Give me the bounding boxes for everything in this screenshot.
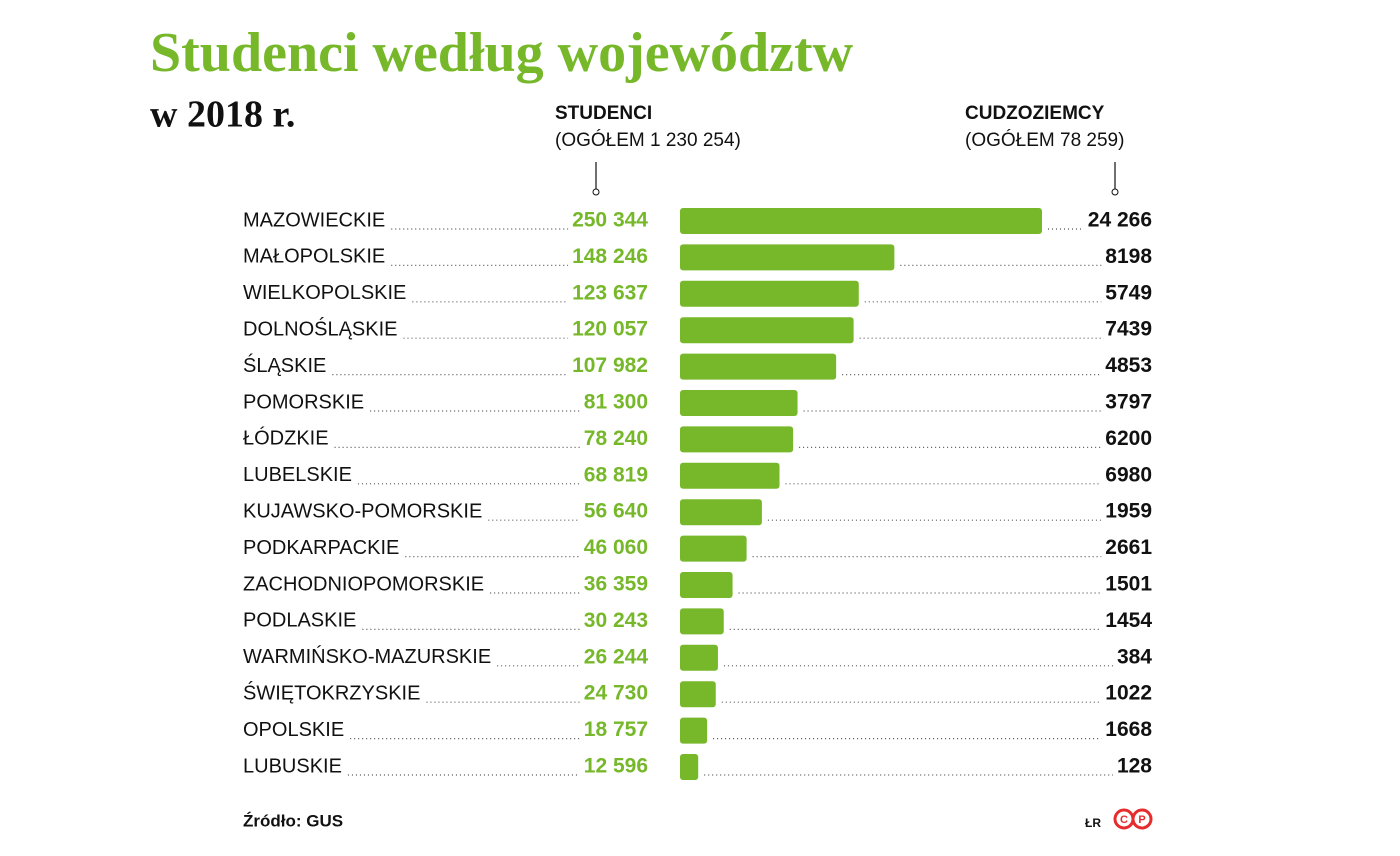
category-label: ŚLĄSKIE — [243, 353, 326, 377]
pointer-dot — [1111, 188, 1119, 196]
category-label: MAZOWIECKIE — [243, 209, 385, 231]
bar — [680, 390, 798, 416]
value-label: 36 359 — [584, 573, 648, 596]
value-label: 8198 — [1105, 245, 1152, 268]
category-label: LUBUSKIE — [243, 755, 342, 777]
value-label: 148 246 — [572, 245, 648, 268]
bar — [680, 754, 699, 780]
value-label: 1501 — [1105, 573, 1152, 596]
value-label: 1668 — [1105, 718, 1152, 741]
value-label: 1022 — [1105, 682, 1152, 705]
column-header: CUDZOZIEMCY — [965, 103, 1105, 124]
category-label: WARMIŃSKO-MAZURSKIE — [243, 645, 491, 668]
bar — [680, 681, 716, 708]
column-total: (OGÓŁEM 1 230 254) — [555, 129, 741, 151]
category-label: LUBELSKIE — [243, 464, 352, 486]
category-label: ŁÓDZKIE — [243, 427, 329, 450]
value-label: 56 640 — [584, 500, 648, 523]
category-label: OPOLSKIE — [243, 719, 344, 741]
value-label: 7439 — [1105, 318, 1152, 341]
bar — [680, 535, 747, 562]
value-label: 26 244 — [584, 645, 649, 668]
bar — [680, 644, 718, 671]
value-label: 12 596 — [584, 755, 648, 778]
value-label: 6200 — [1105, 427, 1152, 450]
bar — [680, 572, 733, 598]
category-label: KUJAWSKO-POMORSKIE — [243, 500, 482, 522]
bar — [680, 280, 859, 307]
value-label: 24 730 — [584, 682, 648, 705]
column-header: STUDENCI — [555, 103, 652, 124]
bar — [680, 244, 895, 271]
chart-subtitle: w 2018 r. — [150, 94, 295, 136]
pointer-dot — [592, 188, 600, 196]
value-label: 6980 — [1105, 463, 1152, 486]
value-label: 18 757 — [584, 718, 648, 741]
value-label: 68 819 — [584, 463, 648, 486]
value-label: 24 266 — [1088, 209, 1152, 232]
value-label: 46 060 — [584, 536, 648, 559]
category-label: ZACHODNIOPOMORSKIE — [243, 573, 484, 595]
value-label: 384 — [1117, 645, 1152, 668]
category-label: WIELKOPOLSKIE — [243, 282, 406, 304]
category-label: ŚWIĘTOKRZYSKIE — [243, 680, 420, 704]
logo-letter: P — [1138, 814, 1145, 826]
value-label: 4853 — [1105, 354, 1152, 377]
value-label: 128 — [1117, 755, 1152, 778]
value-label: 81 300 — [584, 391, 648, 414]
column-total: (OGÓŁEM 78 259) — [965, 129, 1124, 151]
category-label: PODLASKIE — [243, 610, 356, 632]
value-label: 5749 — [1105, 281, 1152, 304]
bar — [680, 462, 780, 489]
bar — [680, 499, 762, 526]
value-label: 120 057 — [572, 318, 648, 341]
chart-title: Studenci według województw — [150, 22, 854, 84]
logo-letter: C — [1120, 814, 1128, 826]
category-label: MAŁOPOLSKIE — [243, 246, 385, 268]
source: Źródło: GUS — [243, 811, 343, 830]
value-label: 1959 — [1105, 500, 1152, 523]
bar — [680, 353, 837, 380]
value-label: 2661 — [1105, 536, 1152, 559]
value-label: 123 637 — [572, 281, 648, 304]
value-label: 1454 — [1105, 609, 1152, 632]
category-label: PODKARPACKIE — [243, 537, 399, 559]
bar — [680, 426, 794, 453]
category-label: DOLNOŚLĄSKIE — [243, 316, 398, 340]
bar — [680, 608, 724, 635]
value-label: 107 982 — [572, 354, 648, 377]
value-label: 250 344 — [572, 209, 648, 232]
bar — [680, 317, 854, 344]
value-label: 78 240 — [584, 427, 648, 450]
value-label: 3797 — [1105, 391, 1152, 414]
category-label: POMORSKIE — [243, 391, 364, 413]
bar — [680, 717, 708, 744]
logo — [1131, 808, 1153, 830]
credit: ŁR — [1085, 816, 1101, 830]
bar — [680, 208, 1042, 234]
value-label: 30 243 — [584, 609, 648, 632]
